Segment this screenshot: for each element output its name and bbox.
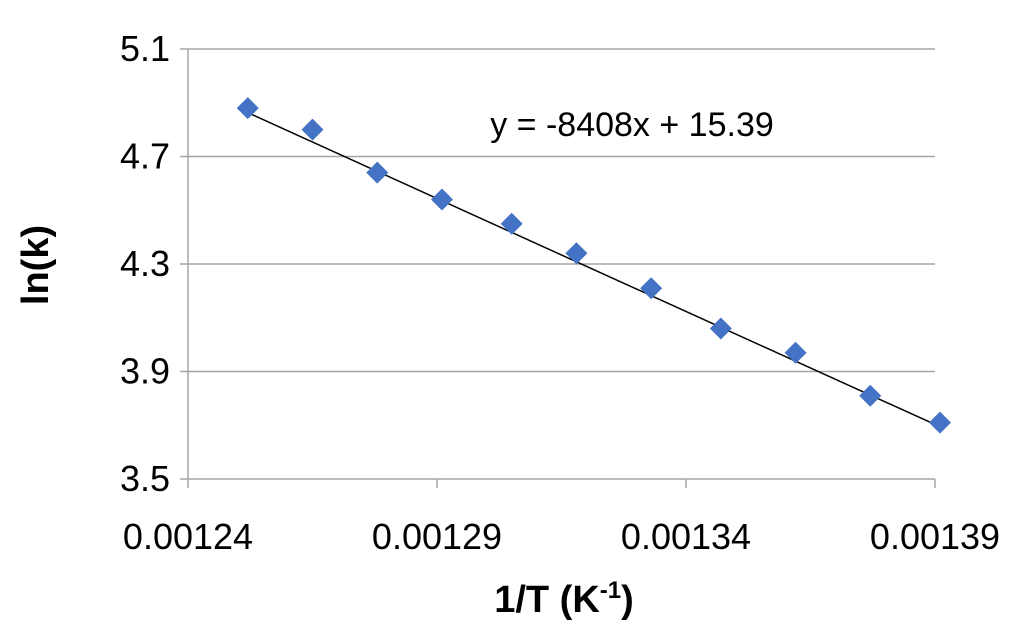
data-point [565,242,588,265]
data-point [301,118,324,141]
y-tick-label: 3.9 [120,351,170,392]
trendline-layer [247,111,941,428]
y-tick-label: 5.1 [120,28,170,69]
data-point [928,411,951,434]
data-point [236,97,259,120]
data-point [859,384,882,407]
x-axis-title-suffix: ) [621,579,634,621]
data-point [430,188,453,211]
data-point [709,317,732,340]
trendline [247,111,941,428]
y-tick-label: 4.3 [120,243,170,284]
gridlines [188,48,935,373]
tick-labels: 3.5 3.9 4.3 4.7 5.1 0.00124 0.00129 0.00134 0.00… [120,28,1000,557]
x-tick-label: 0.00124 [123,516,253,557]
x-axis-title-text: 1/T (K [494,579,600,621]
trendline-equation: y = -8408x + 15.39 [490,106,774,144]
x-tick-label: 0.00139 [870,516,1000,557]
y-tick-label: 3.5 [120,458,170,499]
x-tick-label: 0.00129 [372,516,502,557]
y-axis-title: ln(k) [15,225,57,305]
y-tick-label: 4.7 [120,136,170,177]
data-point [640,277,663,300]
axes [180,48,936,488]
data-point [500,212,523,235]
data-points [236,97,951,434]
x-axis-title-superscript: -1 [600,577,621,604]
data-point [366,161,389,184]
x-tick-label: 0.00134 [621,516,751,557]
x-axis-title: 1/T (K-1) [494,577,634,621]
data-point [784,341,807,364]
